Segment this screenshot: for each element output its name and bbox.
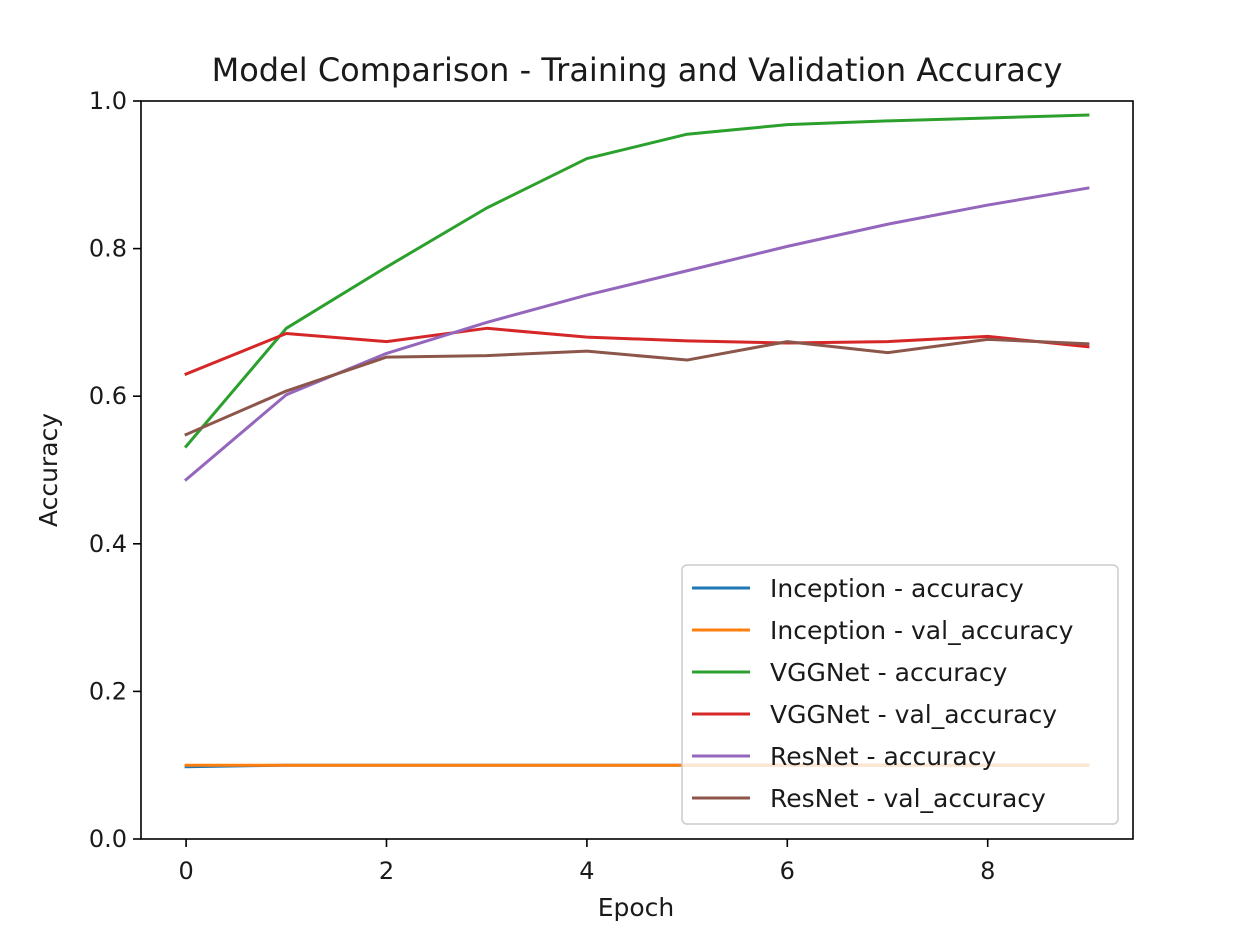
y-tick-label: 0.8 [89, 235, 127, 263]
legend-entries: Inception - accuracy Inception - val_accu… [692, 574, 1074, 813]
chart-title: Model Comparison - Training and Validati… [212, 51, 1063, 89]
x-tick-label: 8 [980, 857, 995, 885]
legend-box [681, 564, 1119, 825]
y-axis-ticks: 0.0 0.2 0.4 0.6 0.8 1.0 [89, 87, 141, 853]
series-line-resnet-val-accuracy [184, 337, 1090, 437]
y-tick-label: 0.2 [89, 677, 127, 705]
series-line-vggnet-val-accuracy [184, 326, 1090, 377]
legend-label-inception-val-accuracy: Inception - val_accuracy [770, 616, 1074, 645]
legend-label-resnet-val-accuracy: ResNet - val_accuracy [770, 784, 1046, 813]
x-tick-label: 6 [780, 857, 795, 885]
y-axis-label: Accuracy [34, 413, 63, 527]
x-axis-label: Epoch [598, 893, 675, 922]
series-line-resnet-accuracy [183, 186, 1090, 482]
x-tick-label: 4 [579, 857, 594, 885]
series-line-vggnet-accuracy [183, 113, 1090, 449]
legend-label-vggnet-val-accuracy: VGGNet - val_accuracy [770, 700, 1057, 729]
x-tick-label: 0 [178, 857, 193, 885]
legend-label-resnet-accuracy: ResNet - accuracy [770, 742, 996, 771]
y-tick-label: 0.0 [89, 825, 127, 853]
y-tick-label: 1.0 [89, 87, 127, 115]
x-axis-ticks: 0 2 4 6 8 [178, 839, 995, 885]
legend: Inception - accuracy Inception - val_accu… [681, 564, 1119, 825]
y-tick-label: 0.4 [89, 530, 127, 558]
y-tick-label: 0.6 [89, 382, 127, 410]
legend-label-inception-accuracy: Inception - accuracy [770, 574, 1024, 603]
legend-label-vggnet-accuracy: VGGNet - accuracy [770, 658, 1008, 687]
x-tick-label: 2 [379, 857, 394, 885]
plot-frame [140, 100, 1134, 840]
